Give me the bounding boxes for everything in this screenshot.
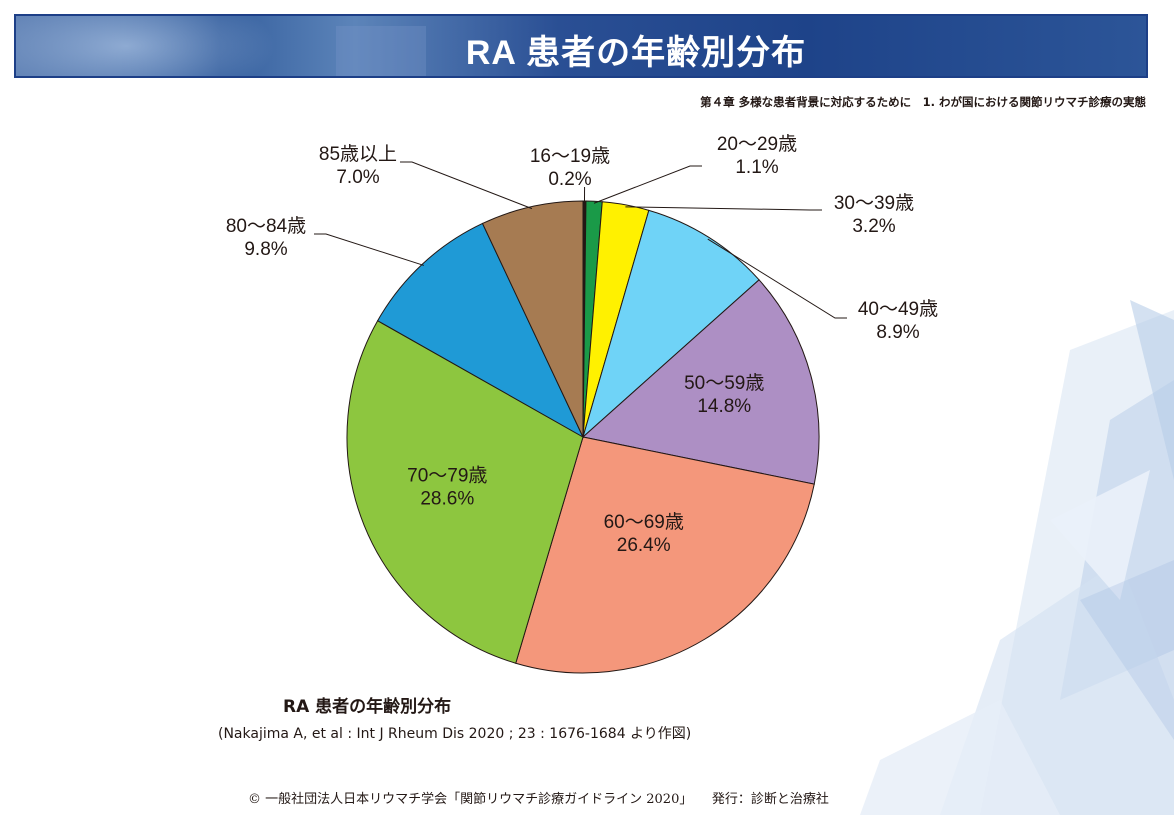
slice-label-value-1: 0.2% — [548, 169, 591, 190]
slice-label-name-1: 16〜19歳 — [530, 145, 610, 167]
banner-shine — [16, 16, 276, 76]
leader-line-9 — [400, 161, 533, 210]
leader-line-4 — [707, 238, 847, 319]
leader-line-8 — [314, 233, 425, 266]
slice-label-name-7: 70〜79歳 — [407, 465, 487, 487]
slice-label-value-4: 8.9% — [876, 322, 919, 343]
pie-slice-8 — [376, 222, 585, 439]
slice-label-value-8: 9.8% — [244, 239, 287, 260]
pie-slice-6 — [515, 436, 815, 674]
chapter-subtitle: 第４章 多様な患者背景に対応するために 1. わが国における関節リウマチ診療の実… — [700, 95, 1146, 109]
slice-label-value-2: 1.1% — [735, 157, 778, 178]
pie-slice-4 — [582, 209, 760, 439]
slice-label-value-6: 26.4% — [617, 535, 671, 556]
slice-label-value-9: 7.0% — [336, 167, 379, 188]
slice-label-name-8: 80〜84歳 — [226, 215, 306, 237]
slice-label-name-2: 20〜29歳 — [717, 133, 797, 155]
figure-caption-source: (Nakajima A, et al : Int J Rheum Dis 202… — [218, 726, 692, 742]
copyright-footer: © 一般社団法人日本リウマチ学会「関節リウマチ診療ガイドライン 2020」 発行… — [248, 792, 829, 807]
pie-slice-7 — [346, 320, 584, 664]
leader-line-2 — [593, 165, 702, 204]
slice-label-name-5: 50〜59歳 — [684, 372, 764, 394]
slice-label-value-3: 3.2% — [852, 216, 895, 237]
slice-label-name-4: 40〜49歳 — [858, 298, 938, 320]
page-title: RA 患者の年齢別分布 — [465, 34, 807, 72]
pie-slice-9 — [481, 200, 584, 438]
figure-caption-title: RA 患者の年齢別分布 — [283, 697, 452, 717]
slice-label-value-5: 14.8% — [697, 396, 751, 417]
slice-label-name-9: 85歳以上 — [319, 143, 397, 165]
leader-line-3 — [625, 206, 822, 211]
slice-label-name-3: 30〜39歳 — [834, 192, 914, 214]
slice-label-value-7: 28.6% — [420, 489, 474, 510]
banner-shine-block — [336, 26, 426, 76]
title-banner: RA 患者の年齢別分布 — [14, 14, 1148, 78]
slice-label-name-6: 60〜69歳 — [604, 511, 684, 533]
pie-slice-5 — [581, 279, 820, 485]
